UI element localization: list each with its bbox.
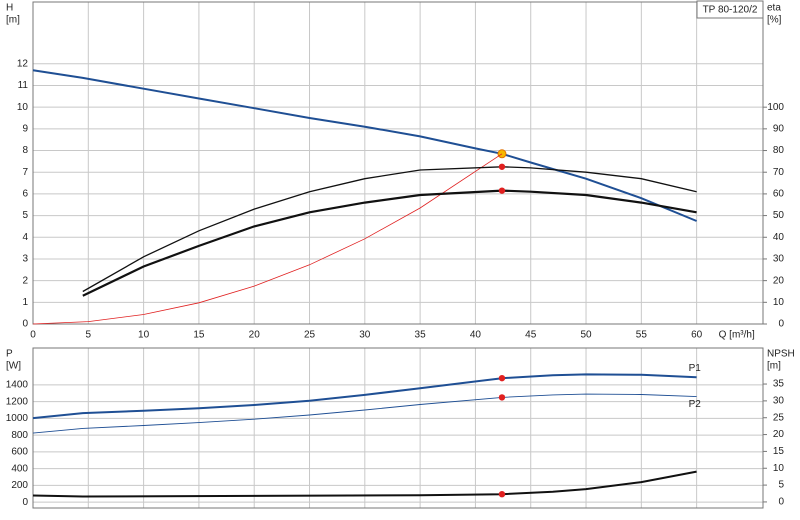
y-tick-label: 6 (22, 189, 28, 200)
y-tick-label: 1 (22, 297, 28, 308)
duty-point (498, 374, 506, 382)
y-tick-label: 3 (22, 254, 28, 265)
y2-tick-label: 0 (778, 319, 784, 330)
y-axis-label: H (6, 3, 13, 14)
y-tick-label: 1000 (6, 413, 29, 424)
duty-point (498, 187, 506, 194)
plot-frame (32, 1, 764, 325)
y2-tick-label: 15 (773, 446, 785, 457)
series-label: P1 (689, 363, 702, 374)
x-tick-label: 15 (193, 330, 205, 341)
duty-point (498, 490, 506, 498)
x-tick-label: 10 (138, 330, 150, 341)
series-line (32, 393, 697, 434)
series-line (32, 373, 697, 420)
title-box (696, 0, 764, 19)
y-tick-label: 0 (22, 319, 28, 330)
series-label: P2 (689, 399, 702, 410)
x-tick-label: 35 (415, 330, 427, 341)
x-tick-label: 55 (636, 330, 648, 341)
y-tick-label: 800 (11, 430, 28, 441)
y-tick-label: 1400 (6, 379, 29, 390)
y-tick-label: 11 (18, 80, 29, 91)
y-tick-label: 9 (22, 123, 28, 134)
series-line (32, 153, 503, 325)
y2-tick-label: 25 (773, 412, 785, 423)
y-tick-label: 600 (11, 447, 28, 458)
y2-tick-label: 5 (778, 480, 784, 491)
x-tick-label: 5 (86, 330, 92, 341)
x-tick-label: 45 (525, 330, 537, 341)
y-tick-label: 0 (22, 497, 28, 508)
y2-tick-label: 80 (773, 145, 785, 156)
y2-tick-label: 90 (773, 123, 785, 134)
y-axis-unit: [W] (6, 361, 21, 372)
y2-tick-label: 100 (767, 102, 784, 113)
x-tick-label: 60 (691, 330, 703, 341)
duty-point (498, 394, 506, 401)
y-tick-label: 1200 (6, 396, 29, 407)
chart-title: TP 80-120/2 (703, 5, 758, 16)
y2-tick-label: 30 (773, 396, 785, 407)
x-tick-label: 25 (304, 330, 316, 341)
y2-axis-label: eta (767, 3, 781, 14)
y2-tick-label: 20 (773, 275, 785, 286)
series-line (82, 189, 697, 297)
x-tick-label: 20 (249, 330, 261, 341)
y-tick-label: 5 (22, 210, 28, 221)
y-tick-label: 8 (22, 145, 28, 156)
plot-frame (32, 347, 764, 509)
x-tick-label: 30 (359, 330, 371, 341)
y2-tick-label: 50 (773, 210, 785, 221)
y2-tick-label: 60 (773, 189, 785, 200)
x-tick-label: 40 (470, 330, 482, 341)
y2-tick-label: 10 (773, 297, 785, 308)
x-axis-label: Q [m³/h] (719, 330, 755, 341)
series-line (32, 69, 697, 222)
y2-tick-label: 20 (773, 429, 785, 440)
y-axis-unit: [m] (6, 15, 20, 26)
x-tick-label: 0 (30, 330, 36, 341)
y2-tick-label: 10 (773, 463, 785, 474)
duty-point (498, 163, 506, 170)
series-line (82, 166, 697, 293)
y-axis-label: P (6, 349, 13, 360)
y2-tick-label: 40 (773, 232, 785, 243)
y2-tick-label: 30 (773, 254, 785, 265)
y2-axis-label: NPSH (767, 349, 795, 360)
y2-tick-label: 70 (773, 167, 785, 178)
y-tick-label: 4 (22, 232, 28, 243)
y-tick-label: 12 (17, 58, 29, 69)
y-tick-label: 200 (11, 480, 28, 491)
y2-axis-unit: [m] (767, 361, 781, 372)
y2-tick-label: 35 (773, 379, 785, 390)
y-tick-label: 400 (11, 463, 28, 474)
y-tick-label: 2 (22, 275, 28, 286)
y-tick-label: 10 (17, 102, 29, 113)
y-tick-label: 7 (22, 167, 28, 178)
y2-tick-label: 0 (778, 497, 784, 508)
x-tick-label: 50 (580, 330, 592, 341)
y2-axis-unit: [%] (767, 15, 782, 26)
